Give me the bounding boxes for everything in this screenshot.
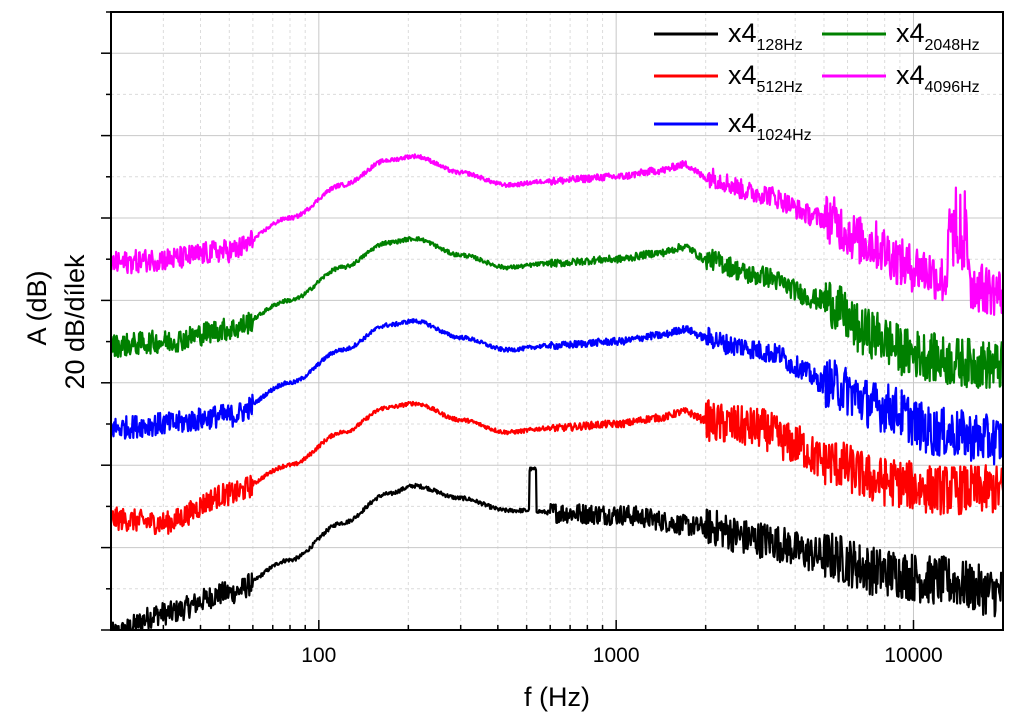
x-tick-label: 10000 [884,644,942,667]
x-tick-label: 1000 [593,644,640,667]
legend-subscript: 1024Hz [757,127,812,144]
series-line-1024hz [111,318,1003,466]
series-line-512hz [111,399,1003,536]
series-line-2048hz [111,236,1003,389]
y-axis-scale-label: 20 dB/dílek [60,254,90,390]
legend-subscript: 512Hz [757,79,803,96]
x-axis-title: f (Hz) [524,682,590,712]
series-layer [111,153,1003,630]
legend-subscript: 4096Hz [925,79,980,96]
series-line-4096hz [111,153,1003,316]
y-axis-title: A (dB) [22,270,52,345]
x-tick-label: 100 [301,644,336,667]
legend-subscript: 2048Hz [925,37,980,54]
legend-subscript: 128Hz [757,37,803,54]
plot-frame [110,11,1004,631]
grid [110,11,1004,630]
axis-ticks: 100 1000 10000 [101,11,1004,667]
series-line-128hz [111,466,1003,630]
